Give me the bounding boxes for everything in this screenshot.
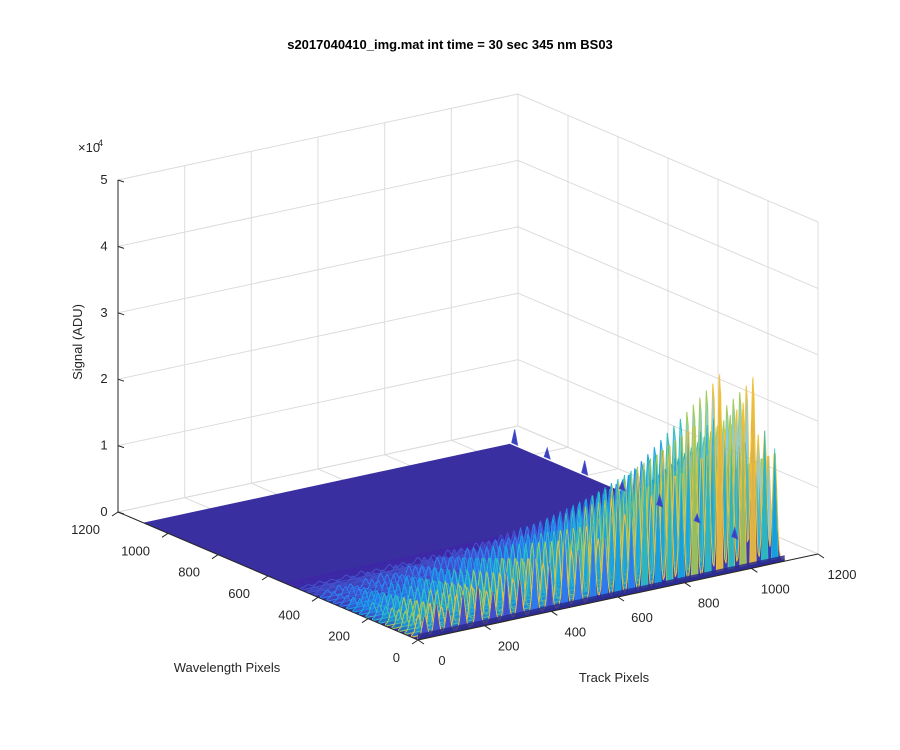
chart-title: s2017040410_img.mat int time = 30 sec 34… <box>287 37 613 52</box>
z-tick-label: 1 <box>100 438 107 453</box>
x-tick <box>617 596 625 602</box>
z-tick-label: 3 <box>100 305 107 320</box>
x-tick-label: 600 <box>631 610 653 625</box>
surface-edge-peak <box>731 526 739 540</box>
surface-edge-peak <box>656 493 664 508</box>
x-tick-label: 1200 <box>828 567 857 582</box>
surface-edge-peak <box>581 460 589 476</box>
y-tick <box>161 532 169 538</box>
surface-edge-peak <box>618 480 626 492</box>
x-tick <box>551 610 558 616</box>
z-exponent-label: ×10 4 <box>78 138 103 155</box>
surface-front-edge <box>418 555 785 640</box>
z-tick <box>117 511 125 515</box>
z-tick-label: 0 <box>100 504 107 519</box>
z-axis-label: Signal (ADU) <box>70 304 85 380</box>
y-tick <box>411 639 419 645</box>
z-tick <box>117 245 125 249</box>
z-exponent-power: 4 <box>98 138 103 148</box>
y-tick-label: 1000 <box>121 543 150 558</box>
surface-edge-peak <box>693 512 701 524</box>
grid-line-z <box>117 159 819 289</box>
z-tick <box>117 179 125 183</box>
y-tick <box>311 596 319 602</box>
y-tick-label: 1200 <box>71 522 100 537</box>
x-tick-label: 200 <box>498 639 520 654</box>
z-tick-label: 5 <box>100 172 107 187</box>
grid-line-y <box>117 94 519 513</box>
y-tick-label: 400 <box>278 607 300 622</box>
x-tick <box>751 567 758 573</box>
y-tick-label: 600 <box>228 586 250 601</box>
x-tick-label: 800 <box>698 596 720 611</box>
grid-line-z <box>117 226 819 356</box>
x-tick-label: 0 <box>438 653 445 668</box>
tick-labels: 0200400600800100012000200400600800100012… <box>71 172 856 668</box>
z-tick <box>117 378 125 382</box>
z-tick <box>117 445 125 449</box>
z-tick-label: 2 <box>100 371 107 386</box>
z-exponent-base: ×10 <box>78 140 100 155</box>
x-tick <box>484 625 491 631</box>
x-tick <box>684 582 691 588</box>
y-tick-label: 200 <box>328 629 350 644</box>
y-tick <box>261 575 269 581</box>
y-axis-label: Wavelength Pixels <box>174 660 281 675</box>
grid-line-z <box>117 93 819 223</box>
surface-edge-peak <box>543 446 551 460</box>
x-tick-label: 400 <box>564 624 586 639</box>
x-tick <box>417 639 425 645</box>
y-tick <box>211 554 219 560</box>
y-tick-label: 800 <box>178 565 200 580</box>
x-axis-label: Track Pixels <box>579 670 650 685</box>
surface-edge-peak <box>511 429 519 446</box>
z-tick <box>117 312 125 316</box>
x-tick <box>817 553 825 559</box>
x-tick-label: 1000 <box>761 581 790 596</box>
z-tick-label: 4 <box>100 238 107 253</box>
y-tick <box>111 511 119 517</box>
y-tick-label: 0 <box>393 650 400 665</box>
y-tick <box>361 618 369 624</box>
